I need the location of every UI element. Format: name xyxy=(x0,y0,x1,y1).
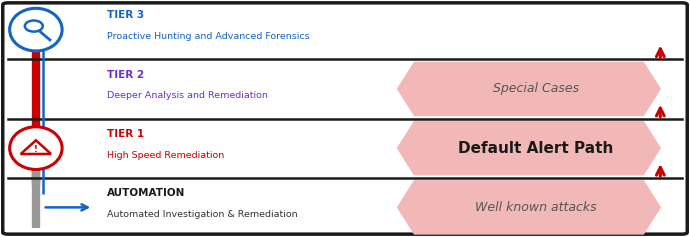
FancyBboxPatch shape xyxy=(3,3,687,234)
Text: Default Alert Path: Default Alert Path xyxy=(458,141,613,156)
Text: TIER 3: TIER 3 xyxy=(107,10,144,20)
Text: TIER 2: TIER 2 xyxy=(107,70,144,80)
Polygon shape xyxy=(397,62,661,116)
Text: AUTOMATION: AUTOMATION xyxy=(107,188,186,198)
Text: !: ! xyxy=(34,145,38,154)
Text: Well known attacks: Well known attacks xyxy=(475,201,597,214)
Polygon shape xyxy=(397,121,661,175)
Text: Special Cases: Special Cases xyxy=(493,82,579,95)
Text: Deeper Analysis and Remediation: Deeper Analysis and Remediation xyxy=(107,91,268,100)
Text: Automated Investigation & Remediation: Automated Investigation & Remediation xyxy=(107,210,297,219)
Polygon shape xyxy=(397,180,661,235)
Ellipse shape xyxy=(10,127,62,169)
Text: High Speed Remediation: High Speed Remediation xyxy=(107,151,224,160)
Text: Proactive Hunting and Advanced Forensics: Proactive Hunting and Advanced Forensics xyxy=(107,32,310,41)
Text: TIER 1: TIER 1 xyxy=(107,129,144,139)
Ellipse shape xyxy=(10,8,62,51)
